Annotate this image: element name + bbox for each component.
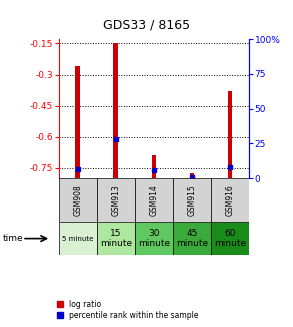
- Text: 45
minute: 45 minute: [176, 229, 208, 248]
- Text: GSM913: GSM913: [111, 184, 120, 216]
- Bar: [97, 178, 135, 222]
- Bar: [173, 178, 211, 222]
- Bar: [173, 222, 211, 255]
- Bar: [211, 222, 249, 255]
- Bar: [75, 66, 80, 178]
- Text: GSM916: GSM916: [226, 184, 234, 216]
- Text: GSM908: GSM908: [73, 184, 82, 216]
- Bar: [113, 43, 118, 178]
- Text: GSM914: GSM914: [149, 184, 158, 216]
- Text: 60
minute: 60 minute: [214, 229, 246, 248]
- Text: GSM915: GSM915: [188, 184, 196, 216]
- Bar: [59, 222, 97, 255]
- Text: GDS33 / 8165: GDS33 / 8165: [103, 18, 190, 31]
- Text: 5 minute: 5 minute: [62, 235, 93, 242]
- Text: time: time: [3, 234, 23, 243]
- Text: 15
minute: 15 minute: [100, 229, 132, 248]
- Bar: [211, 178, 249, 222]
- Bar: [151, 155, 156, 178]
- Bar: [135, 178, 173, 222]
- Bar: [135, 222, 173, 255]
- Bar: [97, 222, 135, 255]
- Bar: [59, 178, 97, 222]
- Bar: [190, 173, 194, 178]
- Text: 30
minute: 30 minute: [138, 229, 170, 248]
- Legend: log ratio, percentile rank within the sample: log ratio, percentile rank within the sa…: [57, 300, 198, 320]
- Bar: [228, 91, 232, 178]
